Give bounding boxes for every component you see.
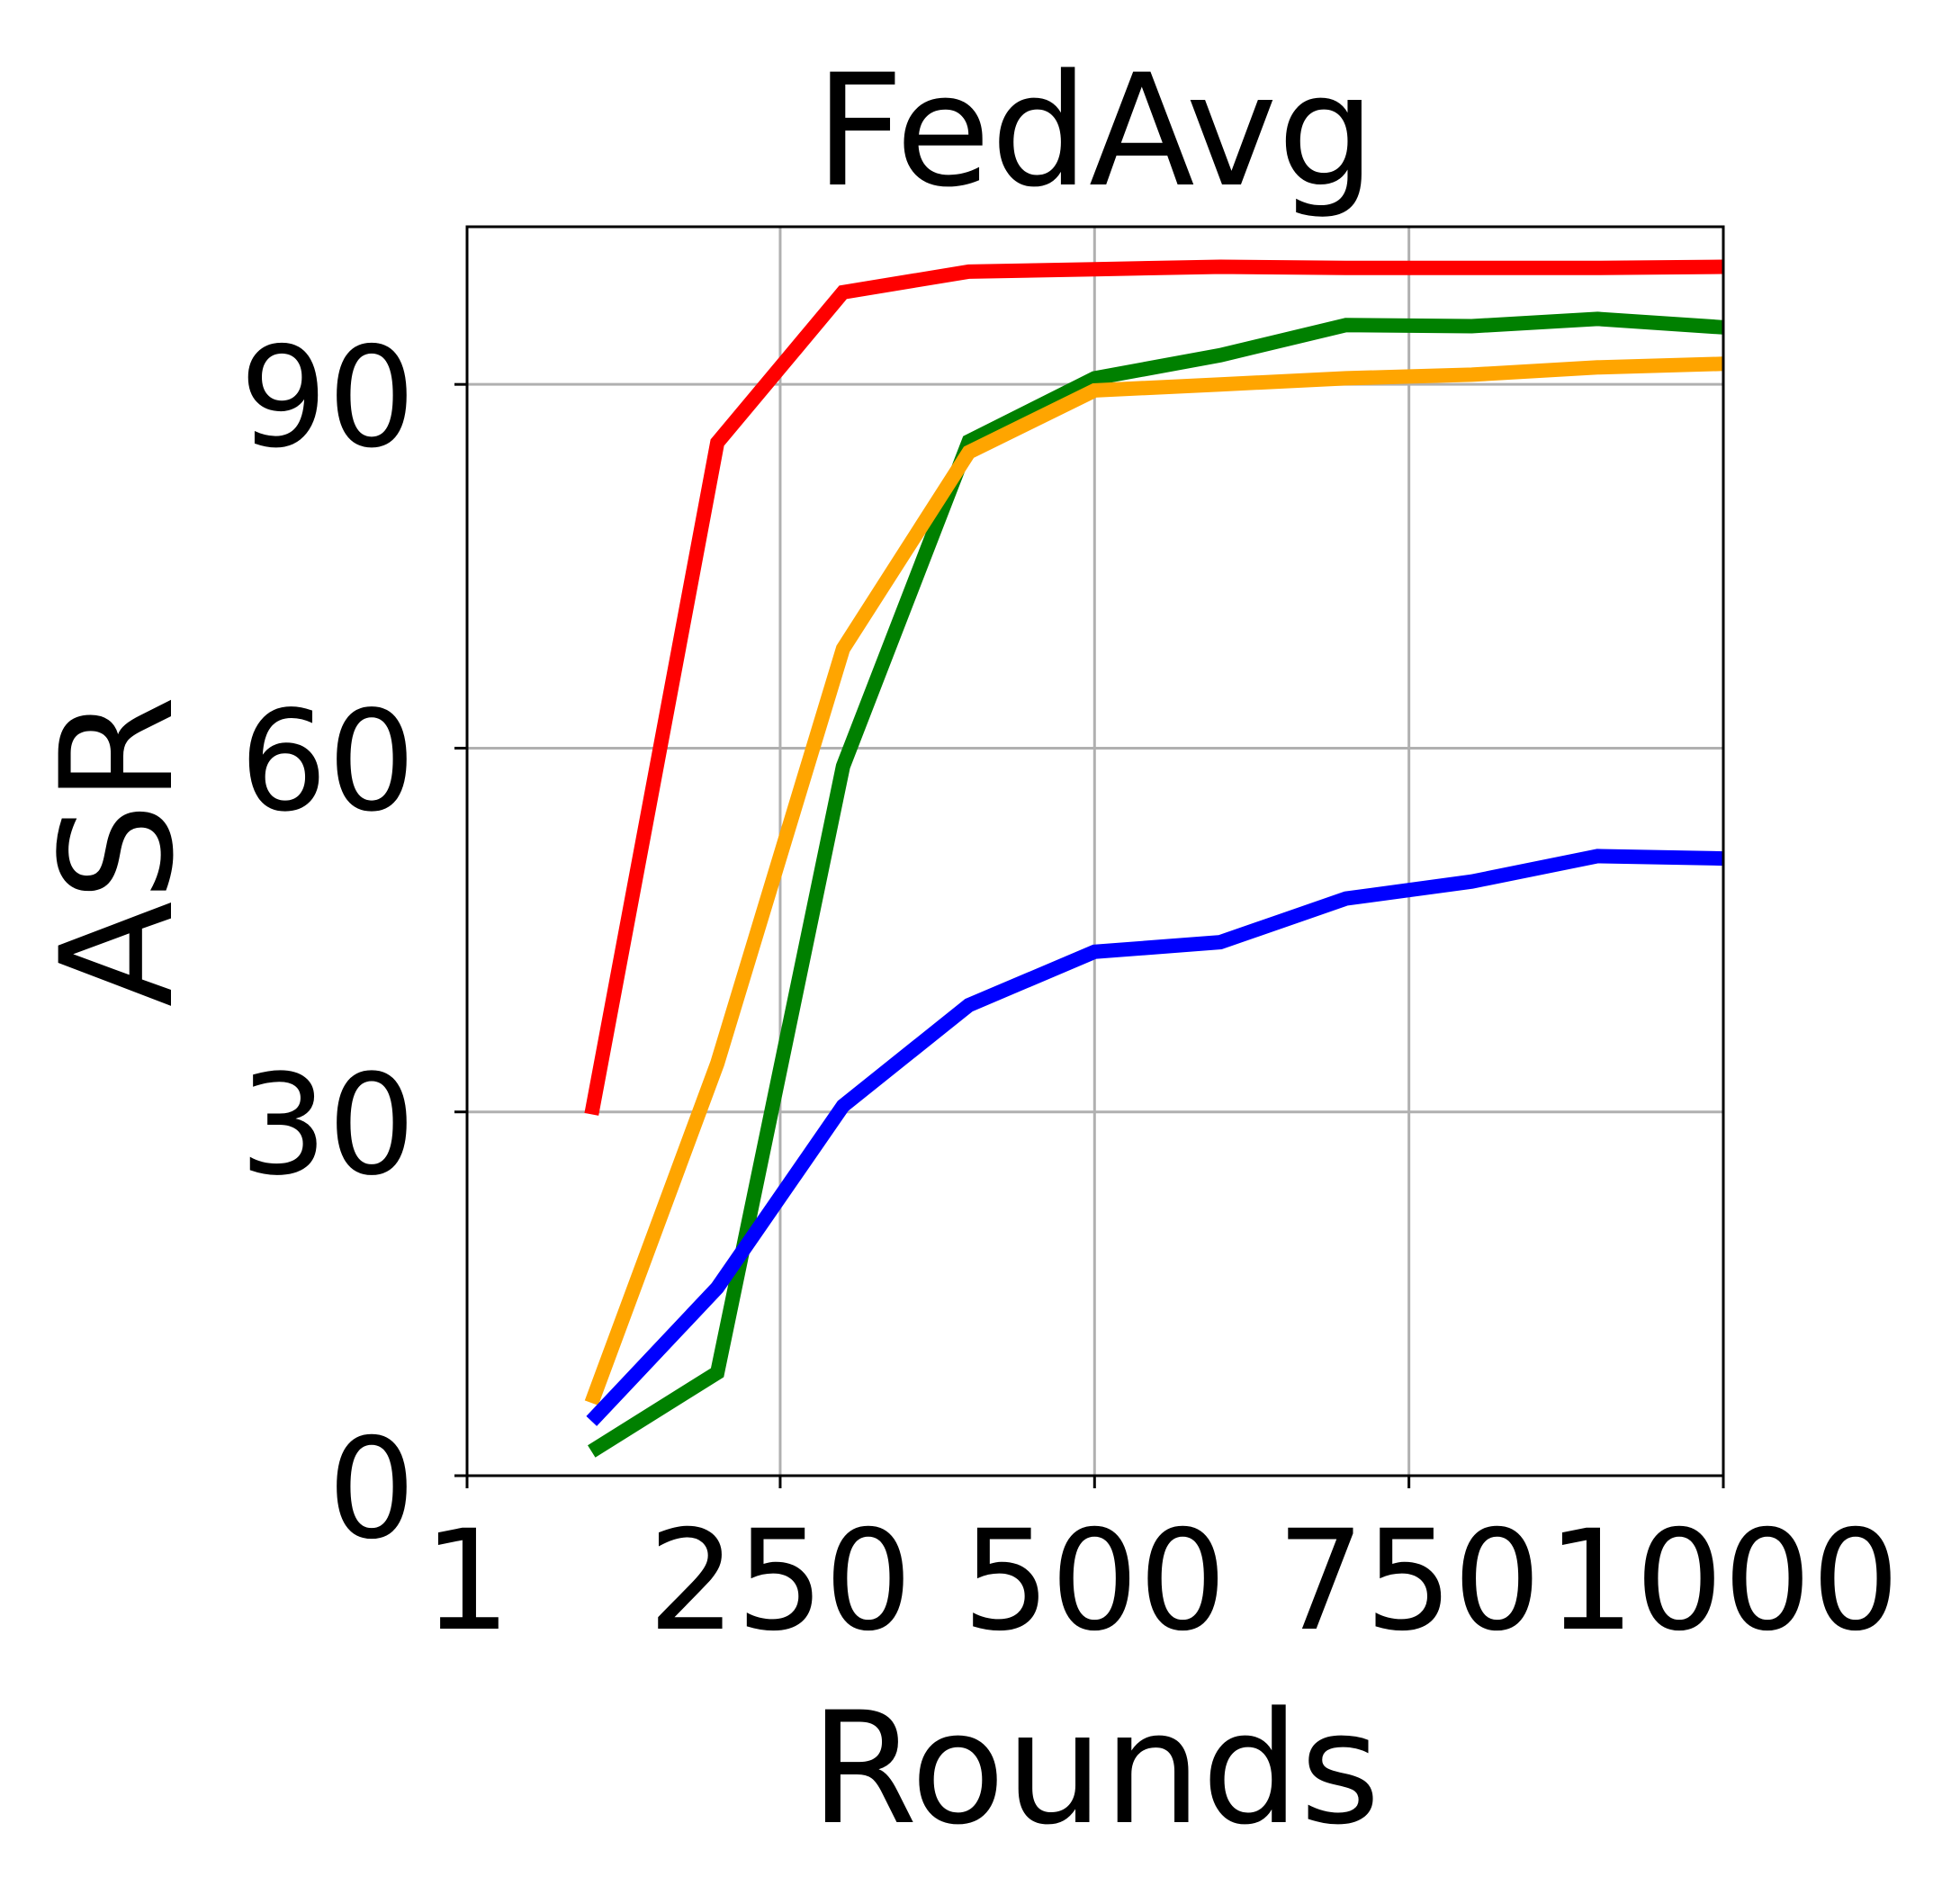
x-tick-label: 750: [1277, 1501, 1542, 1662]
x-tick-label: 1000: [1547, 1501, 1900, 1662]
x-tick-label: 250: [648, 1501, 913, 1662]
y-tick-label: 60: [239, 681, 416, 842]
x-tick-label: 1: [423, 1501, 511, 1662]
y-tick-label: 30: [239, 1046, 416, 1207]
grid: [465, 227, 1725, 1477]
y-tick-label: 0: [328, 1409, 416, 1570]
y-axis-label: ASR: [27, 696, 208, 1007]
x-axis-label: Rounds: [810, 1678, 1380, 1859]
series-line-4: [586, 849, 1724, 1426]
chart-title: FedAvg: [814, 40, 1375, 221]
series-line-1: [584, 259, 1724, 1116]
series-line-2: [588, 311, 1724, 1458]
x-tick-label: 500: [962, 1501, 1227, 1662]
y-tick-label: 90: [239, 318, 416, 479]
series-lines: [584, 259, 1724, 1458]
axis-ticks: 1 250 500 750 1000 0 30 60 90: [239, 318, 1900, 1662]
series-line-3: [584, 356, 1724, 1406]
